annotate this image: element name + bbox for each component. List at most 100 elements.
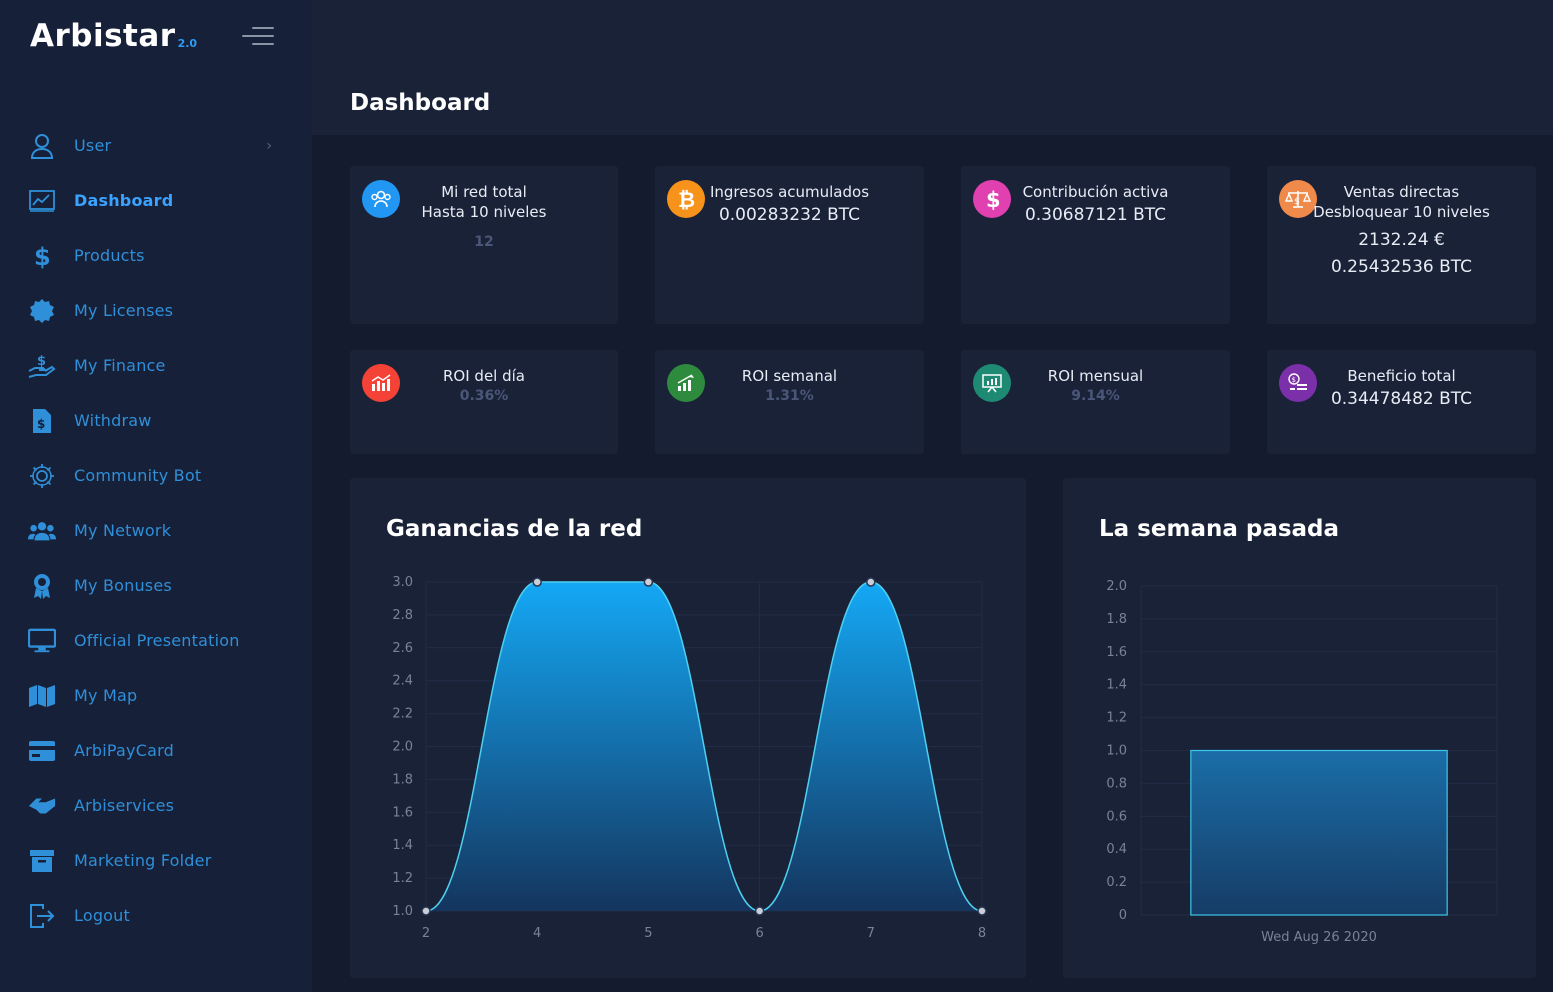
y-tick-label: 2.0: [392, 740, 413, 755]
sidebar-item-my-bonuses[interactable]: My Bonuses: [0, 558, 312, 613]
menu-toggle-button[interactable]: [242, 27, 274, 49]
x-tick-label: 4: [533, 926, 541, 941]
dollar-icon: $: [28, 242, 56, 270]
card-value: 0.36%: [459, 388, 509, 404]
stat-card-ingresos: ₿ Ingresos acumulados 0.00283232 BTC: [655, 166, 924, 324]
sidebar-item-arbiservices[interactable]: Arbiservices: [0, 778, 312, 833]
svg-text:$: $: [986, 188, 1001, 211]
stat-card-beneficio: $ Beneficio total 0.34478482 BTC: [1267, 350, 1536, 454]
presentation-icon: [973, 364, 1011, 402]
sidebar-nav: User › Dashboard $ Products My Licenses …: [0, 118, 312, 943]
data-point: [532, 577, 542, 587]
sidebar-item-products[interactable]: $ Products: [0, 228, 312, 283]
card-body: Mi red total Hasta 10 niveles 12: [350, 182, 618, 252]
data-point: [866, 577, 876, 587]
x-tick-label: Wed Aug 26 2020: [1261, 930, 1377, 945]
y-tick-label: 0.4: [1106, 842, 1127, 857]
sidebar-item-user[interactable]: User ›: [0, 118, 312, 173]
y-tick-label: 2.0: [1106, 579, 1127, 594]
brand-version: 2.0: [177, 37, 198, 50]
credit-card-icon: [28, 737, 56, 765]
sidebar-item-my-licenses[interactable]: My Licenses: [0, 283, 312, 338]
card-title: ROI del día: [443, 367, 525, 385]
y-tick-label: 1.4: [1106, 678, 1127, 693]
sidebar-item-label: Marketing Folder: [74, 851, 212, 870]
profit-list-icon: $: [1279, 364, 1317, 402]
y-tick-label: 1.6: [1106, 645, 1127, 660]
sidebar-item-label: Dashboard: [74, 191, 174, 210]
y-tick-label: 2.6: [392, 641, 413, 656]
handshake-icon: [28, 792, 56, 820]
data-point: [643, 577, 654, 587]
sidebar-item-label: My Network: [74, 521, 172, 540]
stat-card-contribucion: $ Contribución activa 0.30687121 BTC: [961, 166, 1230, 324]
sidebar-item-label: Logout: [74, 906, 130, 925]
svg-text:$: $: [1292, 376, 1296, 384]
user-icon: [28, 132, 56, 160]
sidebar-item-marketing-folder[interactable]: Marketing Folder: [0, 833, 312, 888]
y-tick-label: 0.2: [1106, 875, 1127, 890]
monitor-icon: [28, 627, 56, 655]
sidebar-item-my-finance[interactable]: $ My Finance: [0, 338, 312, 393]
card-title: Ingresos acumulados: [709, 183, 870, 201]
sidebar-item-label: Official Presentation: [74, 631, 240, 650]
last-week-chart: 0 0.2 0.4 0.6 0.8 1.0 1.2 1.4 1.6 1.8 2.0 Wed Aug 2…: [1106, 579, 1498, 945]
sidebar-item-label: User: [74, 136, 112, 155]
menu-line: [252, 27, 274, 29]
sidebar-item-my-map[interactable]: My Map: [0, 668, 312, 723]
svg-text:$: $: [1294, 197, 1300, 207]
card-title: ROI semanal: [741, 367, 838, 385]
card-title: Mi red total: [441, 183, 527, 201]
sidebar-item-label: My Map: [74, 686, 138, 705]
network-earnings-chart: 1.0 1.2 1.4 1.6 1.8 2.0 2.2 2.4 2.6 2.8 3.0 2 4 5 6 7 8: [392, 575, 987, 941]
card-value: 12: [474, 234, 494, 250]
card-value: 0.30687121 BTC: [1024, 205, 1167, 225]
sidebar-item-label: Products: [74, 246, 145, 265]
y-tick-label: 2.8: [392, 608, 413, 623]
y-tick-label: 1.2: [392, 871, 413, 886]
svg-text:₿: ₿: [678, 188, 695, 211]
hand-coin-icon: $: [28, 352, 56, 380]
data-point: [977, 906, 987, 916]
users-icon: [28, 517, 56, 545]
sidebar-item-label: My Licenses: [74, 301, 174, 320]
card-body: ROI del día 0.36%: [350, 366, 618, 406]
gear-icon: [28, 462, 56, 490]
series-line: [425, 581, 983, 912]
sidebar-item-official-presentation[interactable]: Official Presentation: [0, 613, 312, 668]
card-value: 1.31%: [765, 388, 814, 404]
page-title: Dashboard: [350, 90, 491, 116]
badge-icon: [28, 297, 56, 325]
sidebar-item-community-bot[interactable]: Community Bot: [0, 448, 312, 503]
sidebar-item-arbipaycard[interactable]: ArbiPayCard: [0, 723, 312, 778]
data-point: [421, 906, 431, 916]
sidebar-item-label: ArbiPayCard: [74, 741, 174, 760]
sidebar-item-label: My Bonuses: [74, 576, 172, 595]
svg-text:$: $: [34, 243, 51, 269]
x-tick-label: 2: [422, 926, 430, 941]
card-title: Contribución activa: [1022, 183, 1169, 201]
card-value: 9.14%: [1071, 388, 1120, 404]
card-body: Ventas directas Desbloquear 10 niveles 2…: [1267, 182, 1536, 281]
sidebar-item-label: Withdraw: [74, 411, 152, 430]
bitcoin-icon: ₿: [667, 180, 705, 218]
sidebar-item-withdraw[interactable]: $ Withdraw: [0, 393, 312, 448]
chart-icon: [28, 187, 56, 215]
logout-icon: [28, 902, 56, 930]
scale-icon: $: [1279, 180, 1317, 218]
menu-line: [242, 35, 274, 37]
data-point: [754, 906, 765, 916]
y-tick-label: 1.8: [392, 772, 413, 787]
y-tick-label: 2.2: [392, 707, 413, 722]
brand-logo[interactable]: Arbistar 2.0: [30, 14, 197, 54]
svg-text:$: $: [37, 354, 46, 369]
stat-card-ventas: $ Ventas directas Desbloquear 10 niveles…: [1267, 166, 1536, 324]
sidebar-item-my-network[interactable]: My Network: [0, 503, 312, 558]
card-body: Contribución activa 0.30687121 BTC: [961, 182, 1230, 229]
x-tick-label: 8: [978, 926, 986, 941]
x-tick-label: 7: [867, 926, 875, 941]
y-tick-label: 1.8: [1106, 612, 1127, 627]
map-icon: [28, 682, 56, 710]
sidebar-item-logout[interactable]: Logout: [0, 888, 312, 943]
sidebar-item-dashboard[interactable]: Dashboard: [0, 173, 312, 228]
